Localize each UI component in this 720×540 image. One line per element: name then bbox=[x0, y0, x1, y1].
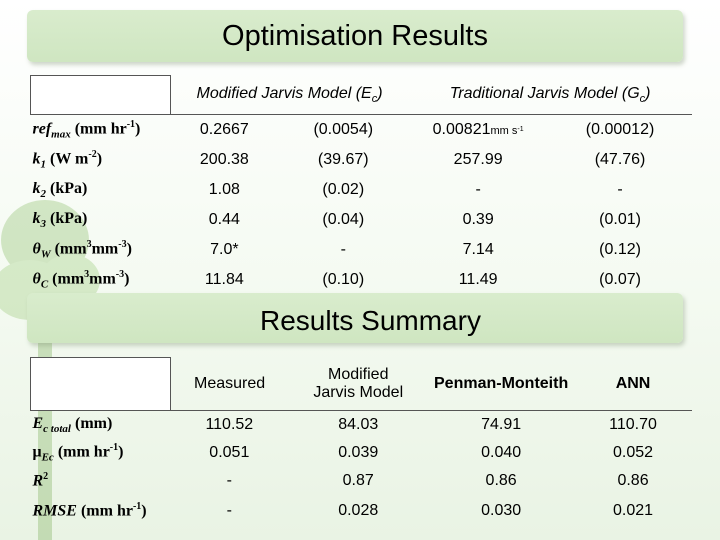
header-penman-monteith: Penman-Monteith bbox=[434, 374, 569, 392]
row-label: θW (mm3mm-3) bbox=[32, 239, 132, 261]
results-summary-table: Measured Modified Jarvis Model Penman-Mon… bbox=[30, 357, 692, 527]
value-cell: 110.52 bbox=[170, 410, 289, 439]
stderr-cell: (0.00012) bbox=[548, 114, 692, 145]
page-title: Optimisation Results bbox=[222, 20, 488, 52]
value-cell: 0.040 bbox=[481, 444, 522, 461]
row-label: θC (mm3mm-3) bbox=[32, 269, 130, 291]
stderr-cell: (39.67) bbox=[317, 151, 369, 168]
table-row: refmax (mm hr-1) 0.2667 (0.0054) 0.00821… bbox=[30, 114, 692, 145]
value-cell: 0.44 bbox=[208, 211, 240, 228]
table-row: θW (mm3mm-3) 7.0* - 7.14 (0.12) bbox=[31, 235, 693, 265]
table-row: RMSE (mm hr-1) - 0.028 0.030 0.021 bbox=[31, 495, 693, 527]
value-cell: 0.052 bbox=[613, 444, 654, 461]
value-cell: 84.03 bbox=[288, 410, 429, 439]
value-cell: 0.87 bbox=[342, 472, 374, 489]
table-row: θC (mm3mm-3) 11.84 (0.10) 11.49 (0.07) bbox=[31, 265, 693, 295]
stderr-cell: - bbox=[340, 241, 346, 258]
stderr-cell: (0.07) bbox=[599, 271, 641, 288]
title-banner: Optimisation Results bbox=[27, 10, 683, 62]
table-header-row: Modified Jarvis Model (Ec) Traditional J… bbox=[30, 75, 693, 115]
value-cell: 74.91 bbox=[428, 410, 575, 439]
summary-banner: Results Summary bbox=[27, 293, 683, 343]
header-ann: ANN bbox=[615, 374, 651, 392]
table-row: μEc (mm hr-1) 0.051 0.039 0.040 0.052 bbox=[31, 439, 693, 467]
row-label: k3 (kPa) bbox=[32, 209, 88, 231]
header-blank-cell bbox=[30, 357, 171, 411]
stderr-cell: (0.12) bbox=[599, 241, 641, 258]
table-row: k3 (kPa) 0.44 (0.04) 0.39 (0.01) bbox=[31, 205, 693, 235]
value-cell: 0.2667 bbox=[170, 114, 279, 145]
value-cell: 0.021 bbox=[613, 502, 654, 519]
table-row: k2 (kPa) 1.08 (0.02) - - bbox=[31, 175, 693, 205]
value-cell: 257.99 bbox=[453, 151, 503, 168]
stderr-cell: - bbox=[617, 181, 623, 198]
stderr-cell: (0.01) bbox=[599, 211, 641, 228]
value-cell: 0.39 bbox=[462, 211, 494, 228]
value-cell: 0.86 bbox=[485, 472, 517, 489]
value-cell: 0.051 bbox=[209, 444, 250, 461]
row-label: μEc (mm hr-1) bbox=[32, 442, 124, 464]
table-row: k1 (W m-2) 200.38 (39.67) 257.99 (47.76) bbox=[31, 145, 693, 175]
value-cell: - bbox=[226, 472, 232, 489]
row-label: R2 bbox=[32, 471, 49, 490]
value-cell: 200.38 bbox=[199, 151, 249, 168]
value-cell: 110.70 bbox=[574, 410, 692, 439]
row-label: k2 (kPa) bbox=[32, 179, 88, 201]
value-cell: - bbox=[226, 502, 232, 519]
stderr-cell: (0.04) bbox=[322, 211, 365, 228]
stderr-cell: (0.02) bbox=[322, 181, 365, 198]
value-cell: 7.0* bbox=[210, 241, 239, 258]
row-label: RMSE (mm hr-1) bbox=[32, 501, 147, 520]
value-cell: 0.028 bbox=[338, 502, 379, 519]
header-traditional-jarvis: Traditional Jarvis Model (Gc) bbox=[449, 84, 651, 105]
value-cell: 11.49 bbox=[458, 271, 498, 288]
row-label: refmax (mm hr-1) bbox=[30, 114, 171, 145]
table-header-row: Measured Modified Jarvis Model Penman-Mon… bbox=[30, 357, 693, 411]
header-measured: Measured bbox=[193, 374, 266, 392]
header-modified-jarvis: Modified Jarvis Model (Ec) bbox=[196, 84, 383, 105]
value-cell: 1.08 bbox=[208, 181, 240, 198]
summary-title: Results Summary bbox=[260, 305, 481, 336]
value-cell: 0.030 bbox=[481, 502, 522, 519]
value-cell: - bbox=[475, 181, 481, 198]
value-cell: 7.14 bbox=[462, 241, 494, 258]
table-row: R2 - 0.87 0.86 0.86 bbox=[31, 467, 693, 495]
stderr-cell: (47.76) bbox=[594, 151, 646, 168]
value-cell: 0.00821mm s-1 bbox=[408, 114, 549, 145]
row-label: k1 (W m-2) bbox=[32, 149, 103, 171]
header-modified-jarvis: Modified Jarvis Model bbox=[313, 365, 404, 401]
optimisation-results-table: Modified Jarvis Model (Ec) Traditional J… bbox=[30, 75, 692, 295]
header-blank-cell bbox=[30, 75, 171, 115]
stderr-cell: (0.10) bbox=[322, 271, 365, 288]
row-label: Ec total (mm) bbox=[30, 410, 171, 439]
stderr-cell: (0.0054) bbox=[278, 114, 409, 145]
value-cell: 11.84 bbox=[204, 271, 244, 288]
value-cell: 0.039 bbox=[338, 444, 379, 461]
table-row: Ec total (mm) 110.52 84.03 74.91 110.70 bbox=[30, 410, 692, 439]
value-cell: 0.86 bbox=[617, 472, 649, 489]
